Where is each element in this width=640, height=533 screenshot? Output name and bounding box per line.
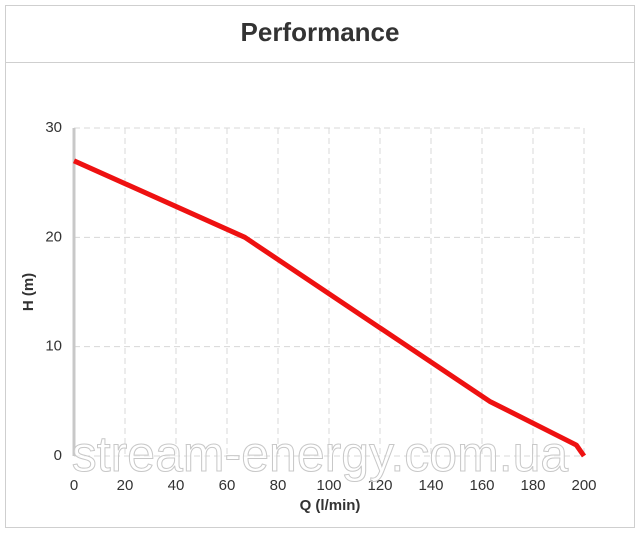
x-tick-label: 40 [168, 477, 185, 494]
x-tick-label: 20 [117, 477, 134, 494]
watermark: stream-energy.com.ua [72, 426, 569, 482]
x-axis-label: Q (l/min) [300, 497, 361, 514]
x-tick-label: 100 [316, 477, 341, 494]
y-tick-label: 20 [45, 228, 62, 245]
y-tick-label: 30 [45, 119, 62, 136]
x-tick-label: 60 [219, 477, 236, 494]
x-tick-label: 80 [270, 477, 287, 494]
frame [5, 5, 635, 528]
x-tick-label: 180 [520, 477, 545, 494]
y-axis-label: H (m) [20, 273, 37, 311]
chart-title: Performance [241, 17, 400, 47]
x-tick-label: 120 [367, 477, 392, 494]
x-tick-label: 140 [418, 477, 443, 494]
x-tick-label: 200 [571, 477, 596, 494]
y-tick-label: 10 [45, 338, 62, 355]
x-tick-label: 0 [70, 477, 78, 494]
line-series [72, 158, 587, 458]
y-tick-label: 0 [54, 447, 62, 464]
x-tick-label: 160 [469, 477, 494, 494]
